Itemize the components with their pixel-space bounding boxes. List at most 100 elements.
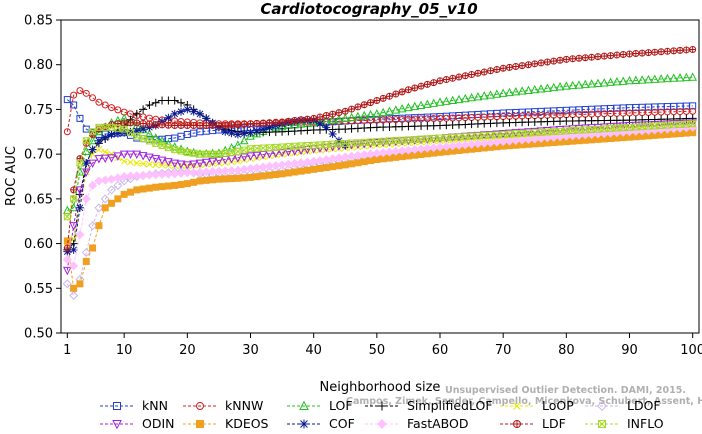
data-point (69, 222, 78, 231)
data-point (252, 151, 262, 161)
data-point (460, 140, 470, 150)
data-point (101, 101, 109, 109)
data-point (94, 203, 104, 213)
data-point (587, 79, 596, 88)
data-point (151, 155, 161, 164)
data-point (259, 144, 267, 152)
legend-label: LDOF (627, 398, 661, 413)
data-point (555, 132, 565, 142)
data-point (536, 133, 546, 143)
data-point (360, 158, 368, 166)
data-point (196, 122, 204, 129)
data-point (228, 148, 236, 156)
data-point (379, 94, 387, 102)
data-point (473, 139, 483, 149)
data-point (555, 82, 565, 91)
data-point (607, 52, 615, 60)
data-point (120, 119, 128, 127)
data-point (145, 100, 154, 109)
data-point (76, 280, 84, 288)
data-point (354, 103, 362, 111)
chart-title: Cardiotocography_05_v10 (260, 0, 477, 18)
data-point (221, 149, 229, 157)
data-point (460, 93, 470, 103)
data-point (498, 137, 508, 147)
data-point (132, 150, 142, 160)
data-point (151, 98, 160, 107)
data-point (498, 88, 508, 97)
data-point (112, 420, 122, 430)
data-point (581, 54, 589, 62)
data-point (530, 127, 540, 137)
data-point (297, 167, 305, 175)
data-point (145, 153, 154, 163)
data-point (272, 118, 280, 126)
data-point (366, 109, 375, 119)
data-point (278, 170, 286, 178)
data-point (598, 420, 606, 428)
data-point (391, 105, 401, 114)
data-point (416, 100, 426, 109)
data-point (689, 102, 697, 110)
data-point (246, 131, 255, 140)
data-point (239, 164, 249, 174)
data-point (151, 133, 161, 142)
data-point (670, 47, 678, 55)
x-axis: 1 10 20 30 40 50 60 70 80 90 100 (63, 333, 702, 358)
data-point (69, 290, 79, 300)
data-point (498, 130, 508, 139)
data-point (517, 135, 527, 145)
data-point (100, 175, 110, 185)
data-point (334, 114, 344, 123)
data-point (348, 160, 356, 168)
data-point (75, 203, 84, 212)
data-point (182, 168, 192, 178)
data-point (75, 230, 85, 240)
x-axis-label: Neighborhood size (320, 380, 441, 395)
data-point (536, 84, 546, 93)
data-point (246, 152, 255, 161)
data-point (70, 91, 78, 99)
data-point (100, 194, 110, 204)
data-point (259, 172, 267, 180)
data-point (88, 135, 97, 145)
data-point (95, 98, 103, 106)
data-point (272, 171, 280, 179)
data-point (70, 195, 78, 203)
data-point (612, 76, 622, 86)
data-point (392, 90, 400, 98)
data-point (157, 136, 167, 145)
data-point (291, 168, 299, 176)
x-tick-label: 40 (305, 343, 322, 358)
data-point (132, 126, 141, 135)
data-point (253, 173, 261, 181)
y-tick-label: 0.75 (24, 103, 53, 118)
data-point (625, 75, 634, 85)
legend-label: LDF (542, 416, 566, 431)
data-point (524, 128, 533, 137)
data-point (360, 101, 368, 109)
data-point (119, 150, 129, 160)
data-point (208, 166, 218, 176)
data-point (145, 184, 153, 192)
data-point (196, 177, 204, 185)
data-point (676, 46, 684, 54)
data-point (404, 86, 412, 94)
data-point (397, 103, 407, 113)
data-point (94, 155, 104, 164)
legend-label: SimplifiedLOF (407, 398, 493, 413)
x-tick-label: 70 (495, 343, 512, 358)
data-point (70, 284, 78, 292)
data-point (606, 77, 615, 86)
data-point (190, 122, 198, 129)
data-point (177, 107, 186, 116)
data-point (88, 145, 97, 154)
data-point (448, 95, 457, 104)
data-point (215, 150, 223, 158)
data-point (588, 53, 596, 61)
data-point (239, 153, 249, 162)
data-point (208, 157, 217, 167)
data-point (479, 91, 489, 100)
data-point (689, 46, 697, 53)
data-point (518, 62, 526, 70)
